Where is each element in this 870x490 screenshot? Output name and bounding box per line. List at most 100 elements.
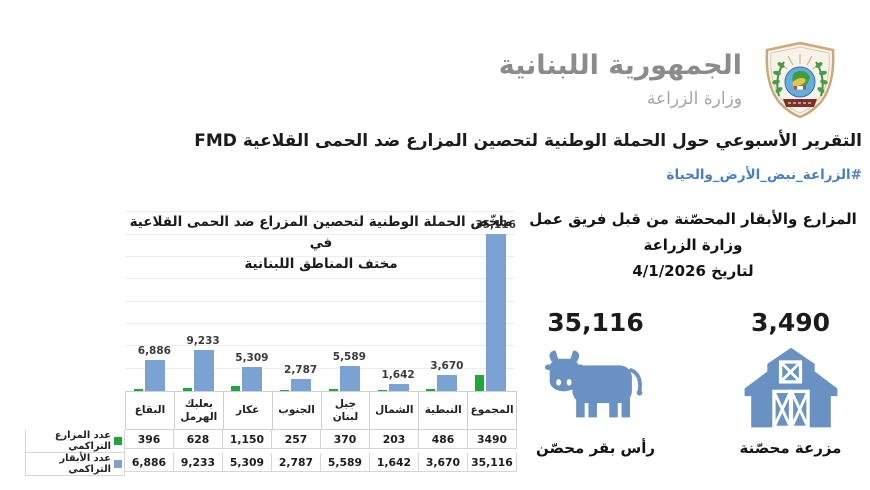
table-value-cell: 9,233 <box>174 453 223 472</box>
bar-group-2: 9,233 <box>174 210 223 391</box>
bar-value-label: 9,233 <box>186 335 220 347</box>
farms-bar <box>133 389 143 391</box>
table-value-cell: 1,642 <box>370 453 419 472</box>
table-corner-spacer <box>25 391 125 430</box>
table-value-cell: 486 <box>419 430 468 449</box>
chart-title: ملخّص الحملة الوطنية لتحصين المزراع ضد ا… <box>125 212 517 275</box>
bar-value-label: 3,670 <box>430 360 464 372</box>
ministry-emblem-icon <box>765 41 835 119</box>
table-value-cell: 6,886 <box>125 453 174 472</box>
cattle-bar <box>242 367 263 391</box>
farms-bar <box>377 390 387 391</box>
table-header-row: البقاع بعلبك الهرمل عكار الجنوب جبل لبنان الش… <box>25 391 517 430</box>
barn-icon <box>738 343 844 435</box>
farms-bar <box>426 389 436 391</box>
gridline <box>125 278 515 280</box>
cattle-stat: 35,116 <box>523 308 668 457</box>
plot-area: 6,886 9,233 5,309 2,787 5,589 1,642 3,670 35,11… <box>125 210 516 391</box>
table-value-cell: 257 <box>272 430 321 449</box>
cattle-legend-swatch <box>114 460 122 468</box>
category-header: عكار <box>223 391 273 430</box>
bar-value-label: 2,787 <box>284 364 318 376</box>
category-header: الجنوب <box>272 391 322 430</box>
government-name: الجمهورية اللبنانية <box>498 50 742 81</box>
table-row: عدد الأبقار التراكمي 6,886 9,233 5,309 2,787… <box>25 453 517 476</box>
bar-value-label: 1,642 <box>381 369 415 381</box>
bar-group-7: 3,670 <box>418 210 467 391</box>
ministry-name: وزارة الزراعة <box>646 89 742 109</box>
farms-bar <box>475 375 485 391</box>
farm-stat-label: مزرعة محصّنة <box>739 439 842 457</box>
category-header: جبل لبنان <box>321 391 371 430</box>
gridline <box>125 300 515 302</box>
farm-count: 3,490 <box>750 308 831 337</box>
cattle-bar <box>339 366 360 391</box>
chart-panel: ملخّص الحملة الوطنية لتحصين المزراع ضد ا… <box>25 203 519 476</box>
summary-heading-line2: لتاريخ 4/1/2026 <box>632 262 754 280</box>
chart-title-line2: مختف المناطق اللبنانية <box>244 255 398 272</box>
table-value-cell: 1,150 <box>223 430 272 449</box>
legend-text: عدد الأبقار التراكمي <box>59 453 112 475</box>
bar-group-8: 35,116 <box>466 210 516 391</box>
farms-bar <box>231 386 241 391</box>
table-value-cell: 2,787 <box>272 453 321 472</box>
bar-value-label: 5,309 <box>235 352 269 364</box>
farms-bar <box>328 389 338 391</box>
cattle-bar <box>388 384 409 391</box>
gridline <box>125 322 515 324</box>
bar-value-label: 6,886 <box>137 345 171 357</box>
summary-panel: المزارع والأبقار المحصّنة من قبل فريق عم… <box>520 206 866 457</box>
table-value-cell: 35,116 <box>468 453 517 472</box>
table-value-cell: 370 <box>321 430 370 449</box>
category-header: البقاع <box>125 391 175 430</box>
bar-value-label: 5,589 <box>332 351 366 363</box>
cattle-count: 35,116 <box>547 308 644 337</box>
bar-group-6: 1,642 <box>369 210 418 391</box>
gridline <box>125 211 515 213</box>
bar-group-3: 5,309 <box>223 210 272 391</box>
cattle-bar <box>437 375 458 391</box>
category-header: المجموع <box>468 391 517 430</box>
summary-heading-line1: المزارع والأبقار المحصّنة من قبل فريق عم… <box>529 210 857 254</box>
bar-value-label: 35,116 <box>475 219 516 231</box>
header: الجمهورية اللبنانية وزارة الزراعة <box>499 50 742 109</box>
category-header: النبطية <box>419 391 469 430</box>
cattle-bar <box>193 350 214 391</box>
gridline <box>125 255 515 257</box>
category-header: الشمال <box>370 391 420 430</box>
farms-bar <box>280 390 290 391</box>
farm-stat: 3,490 مزرعة محصّنة <box>718 308 863 457</box>
farms-legend-swatch <box>114 437 122 445</box>
gridline <box>125 233 515 235</box>
stats-row: 35,116 <box>520 308 866 457</box>
table-value-cell: 203 <box>370 430 419 449</box>
category-header: بعلبك الهرمل <box>174 391 224 430</box>
table-value-cell: 5,309 <box>223 453 272 472</box>
chart-title-line1: ملخّص الحملة الوطنية لتحصين المزراع ضد ا… <box>129 214 513 251</box>
data-table: البقاع بعلبك الهرمل عكار الجنوب جبل لبنان الش… <box>25 391 517 476</box>
summary-heading: المزارع والأبقار المحصّنة من قبل فريق عم… <box>520 206 866 284</box>
gridline <box>125 367 515 369</box>
page-title: التقرير الأسبوعي حول الحملة الوطنية لتحص… <box>194 131 862 151</box>
bar-group-5: 5,589 <box>320 210 369 391</box>
farms-bar <box>182 388 192 391</box>
table-row: عدد المزارع التراكمي 396 628 1,150 257 370 203… <box>25 430 517 453</box>
table-value-cell: 3,670 <box>419 453 468 472</box>
cow-icon <box>544 343 648 435</box>
cattle-bar <box>144 360 165 391</box>
bars-row: 6,886 9,233 5,309 2,787 5,589 1,642 3,670 35,11… <box>125 210 516 391</box>
table-value-cell: 3490 <box>468 430 517 449</box>
bar-group-4: 2,787 <box>271 210 320 391</box>
cattle-bar <box>291 379 312 391</box>
legend-label: عدد المزارع التراكمي <box>25 430 125 453</box>
table-value-cell: 5,589 <box>321 453 370 472</box>
bar-group-1: 6,886 <box>125 210 174 391</box>
legend-label: عدد الأبقار التراكمي <box>25 453 125 476</box>
legend-text: عدد المزارع التراكمي <box>54 430 111 452</box>
cattle-stat-label: رأس بقر محصّن <box>535 439 656 457</box>
table-value-cell: 628 <box>174 430 223 449</box>
gridline <box>125 345 515 347</box>
campaign-hashtag: #الزراعة_نبض_الأرض_والحياة <box>666 167 862 183</box>
table-value-cell: 396 <box>125 430 174 449</box>
